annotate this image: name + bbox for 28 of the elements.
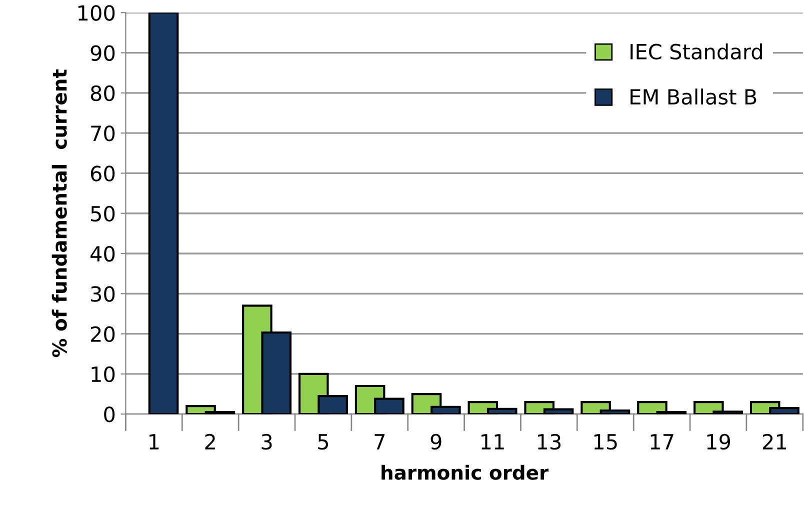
- x-tick-label: 15: [594, 434, 617, 450]
- y-tick-label: 0: [104, 406, 115, 422]
- y-tick-label: 100: [78, 5, 115, 21]
- x-axis-title: harmonic order: [382, 464, 549, 480]
- y-tick-label: 70: [91, 126, 115, 142]
- y-tick-label: 90: [90, 45, 115, 61]
- legend-label: IEC Standard: [630, 43, 762, 60]
- y-tick-label: 20: [91, 326, 115, 342]
- x-tick-label: 13: [538, 434, 561, 450]
- y-tick-label: 80: [90, 85, 115, 102]
- x-tick-label: 19: [707, 434, 730, 450]
- y-axis-title: % of fundamental current: [52, 69, 67, 358]
- legend-label: EM Ballast B: [630, 88, 756, 105]
- y-tick-label: 60: [90, 166, 115, 182]
- x-tick-label: 9: [430, 434, 442, 450]
- y-tick-label: 40: [90, 246, 115, 262]
- x-tick-label: 5: [318, 434, 328, 450]
- x-tick-label: 17: [650, 434, 674, 450]
- x-tick-label: 11: [482, 434, 504, 450]
- x-tick-label: 2: [205, 434, 215, 450]
- y-tick-label: 30: [91, 286, 115, 302]
- bar: [148, 12, 179, 414]
- y-tick-label: 10: [92, 366, 115, 382]
- x-tick-label: 3: [262, 434, 272, 450]
- x-tick-label: 7: [374, 434, 384, 450]
- x-tick-label: 21: [762, 434, 786, 450]
- x-tick-label: 1: [150, 434, 159, 450]
- y-tick-label: 50: [91, 206, 115, 222]
